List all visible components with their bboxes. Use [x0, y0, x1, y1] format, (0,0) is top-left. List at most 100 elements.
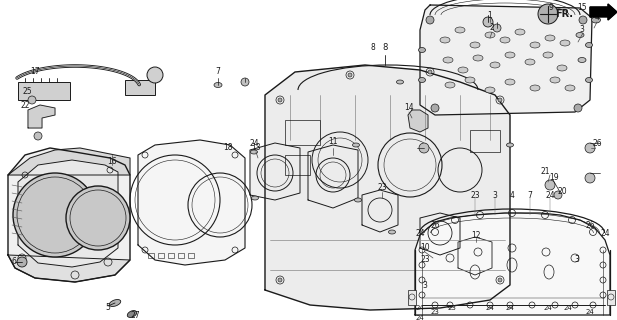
- Ellipse shape: [458, 67, 468, 73]
- Ellipse shape: [586, 77, 592, 83]
- Circle shape: [13, 173, 97, 257]
- Bar: [18, 82, 70, 100]
- Ellipse shape: [389, 230, 395, 234]
- Ellipse shape: [565, 85, 575, 91]
- Polygon shape: [28, 105, 55, 128]
- Text: 7: 7: [215, 68, 220, 76]
- Circle shape: [579, 16, 587, 24]
- Circle shape: [278, 98, 282, 102]
- Ellipse shape: [440, 37, 450, 43]
- Ellipse shape: [352, 143, 360, 147]
- Text: 9: 9: [549, 4, 553, 12]
- Text: 4: 4: [595, 13, 600, 22]
- Text: 1: 1: [487, 11, 492, 20]
- Text: 24: 24: [416, 305, 424, 311]
- Ellipse shape: [485, 87, 495, 93]
- Ellipse shape: [525, 59, 535, 65]
- Circle shape: [431, 104, 439, 112]
- Ellipse shape: [505, 79, 515, 85]
- Polygon shape: [308, 145, 358, 208]
- Polygon shape: [590, 4, 617, 20]
- Bar: [285, 155, 310, 175]
- Circle shape: [493, 24, 501, 32]
- Text: 4: 4: [510, 190, 515, 199]
- Ellipse shape: [252, 196, 259, 200]
- Ellipse shape: [355, 198, 362, 202]
- Bar: [470, 130, 500, 152]
- Ellipse shape: [500, 37, 510, 43]
- Ellipse shape: [530, 85, 540, 91]
- Polygon shape: [458, 237, 492, 275]
- Text: 27: 27: [130, 311, 140, 320]
- Bar: [408, 290, 416, 305]
- Text: 2: 2: [490, 23, 494, 33]
- Circle shape: [17, 257, 27, 267]
- Text: 11: 11: [328, 138, 337, 147]
- Circle shape: [554, 191, 562, 199]
- Ellipse shape: [251, 150, 257, 154]
- Text: 3: 3: [423, 281, 428, 290]
- Circle shape: [426, 16, 434, 24]
- Ellipse shape: [470, 42, 480, 48]
- Polygon shape: [408, 110, 428, 132]
- Ellipse shape: [557, 65, 567, 71]
- Ellipse shape: [465, 77, 475, 83]
- Text: 3: 3: [574, 255, 579, 265]
- Bar: [148, 253, 154, 258]
- Ellipse shape: [214, 83, 222, 87]
- Text: 24: 24: [563, 305, 573, 311]
- Bar: [607, 290, 615, 305]
- Text: 19: 19: [549, 173, 559, 182]
- Circle shape: [538, 4, 558, 24]
- Text: 26: 26: [592, 139, 602, 148]
- Text: 13: 13: [251, 143, 261, 153]
- Ellipse shape: [397, 80, 404, 84]
- Text: 18: 18: [223, 143, 233, 153]
- Circle shape: [428, 70, 432, 74]
- Text: 3: 3: [492, 190, 497, 199]
- Text: 8: 8: [371, 44, 375, 52]
- Text: 14: 14: [404, 103, 414, 113]
- Polygon shape: [362, 190, 398, 232]
- Ellipse shape: [443, 57, 453, 63]
- Text: 24: 24: [249, 139, 259, 148]
- Ellipse shape: [515, 29, 525, 35]
- Circle shape: [28, 96, 36, 104]
- Ellipse shape: [418, 47, 426, 52]
- Ellipse shape: [576, 33, 584, 37]
- Text: 8: 8: [383, 44, 387, 52]
- Ellipse shape: [505, 52, 515, 58]
- Text: 10: 10: [420, 244, 430, 252]
- Circle shape: [278, 278, 282, 282]
- Ellipse shape: [543, 52, 553, 58]
- Polygon shape: [415, 213, 610, 315]
- Circle shape: [241, 78, 249, 86]
- Polygon shape: [8, 255, 130, 282]
- Ellipse shape: [473, 55, 483, 61]
- Text: 23: 23: [431, 309, 439, 315]
- Polygon shape: [18, 160, 118, 267]
- Polygon shape: [8, 148, 130, 282]
- Ellipse shape: [550, 77, 560, 83]
- Bar: [178, 253, 184, 258]
- Text: 3: 3: [579, 26, 584, 35]
- Circle shape: [498, 278, 502, 282]
- Text: 17: 17: [30, 68, 40, 76]
- Text: 21: 21: [540, 167, 550, 177]
- Text: 24: 24: [486, 305, 494, 311]
- Circle shape: [147, 67, 163, 83]
- Ellipse shape: [545, 35, 555, 41]
- Circle shape: [348, 73, 352, 77]
- Bar: [188, 253, 194, 258]
- Text: 24: 24: [544, 305, 552, 311]
- Bar: [158, 253, 164, 258]
- Text: 16: 16: [107, 157, 117, 166]
- Text: 5: 5: [106, 302, 110, 311]
- Ellipse shape: [578, 58, 586, 62]
- Ellipse shape: [490, 62, 500, 68]
- Text: 24: 24: [505, 305, 515, 311]
- Circle shape: [498, 98, 502, 102]
- Circle shape: [545, 180, 555, 190]
- Circle shape: [585, 143, 595, 153]
- Text: 6: 6: [12, 258, 17, 267]
